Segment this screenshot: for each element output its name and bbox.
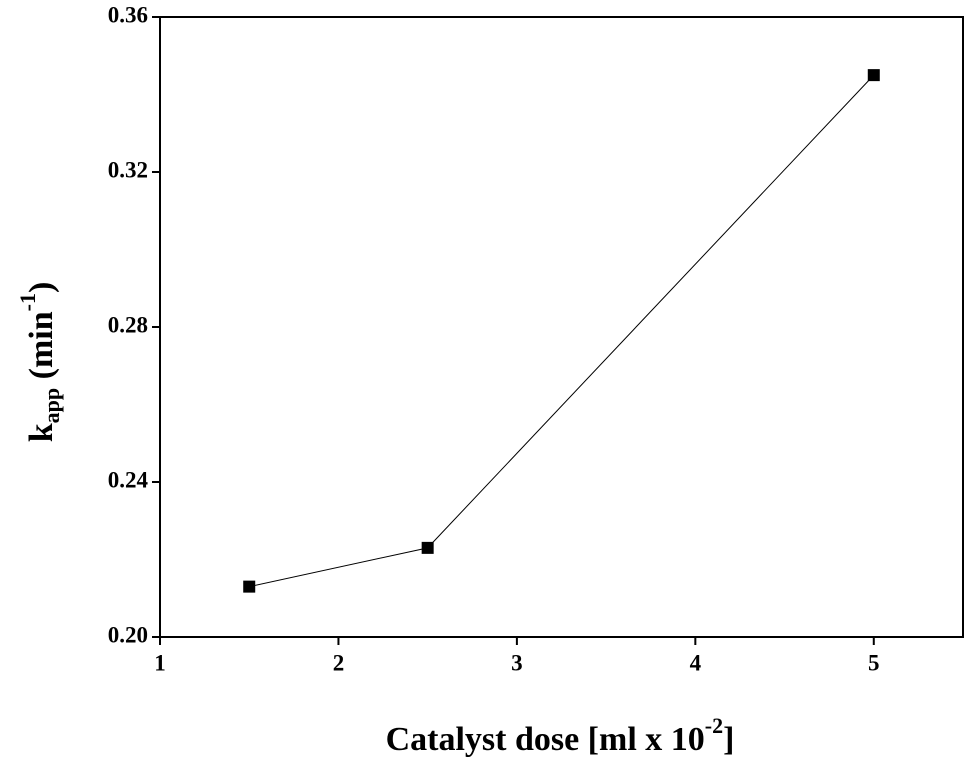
y-axis-title-text: k (23, 423, 60, 442)
data-point (421, 541, 434, 554)
y-tick-label: 0.24 (108, 467, 149, 492)
x-axis-title-sup: -2 (705, 713, 723, 738)
x-axis-title: Catalyst dose [ml x 10-2] (386, 713, 735, 758)
x-tick-label: 4 (690, 650, 702, 675)
data-line (249, 74, 875, 588)
data-point (243, 580, 256, 593)
y-tick-label: 0.32 (108, 157, 148, 182)
y-axis-title-sub: app (39, 388, 64, 423)
data-point (867, 69, 880, 82)
y-axis-title-end: ) (23, 282, 60, 293)
y-axis-title-mid: (min (23, 311, 60, 388)
plot-frame (159, 16, 964, 638)
x-tick-label: 3 (511, 650, 523, 675)
x-tick-label: 2 (333, 650, 345, 675)
x-tick-label: 1 (154, 650, 166, 675)
y-axis-title: kapp (min-1) (15, 282, 64, 443)
x-axis-title-end: ] (723, 721, 734, 758)
y-tick-label: 0.36 (108, 2, 148, 27)
y-tick-label: 0.20 (108, 622, 148, 647)
y-axis-title-sup: -1 (15, 293, 40, 311)
y-tick-label: 0.28 (108, 312, 148, 337)
x-tick-label: 5 (868, 650, 880, 675)
x-axis-title-text: Catalyst dose [ml x 10 (386, 721, 705, 758)
